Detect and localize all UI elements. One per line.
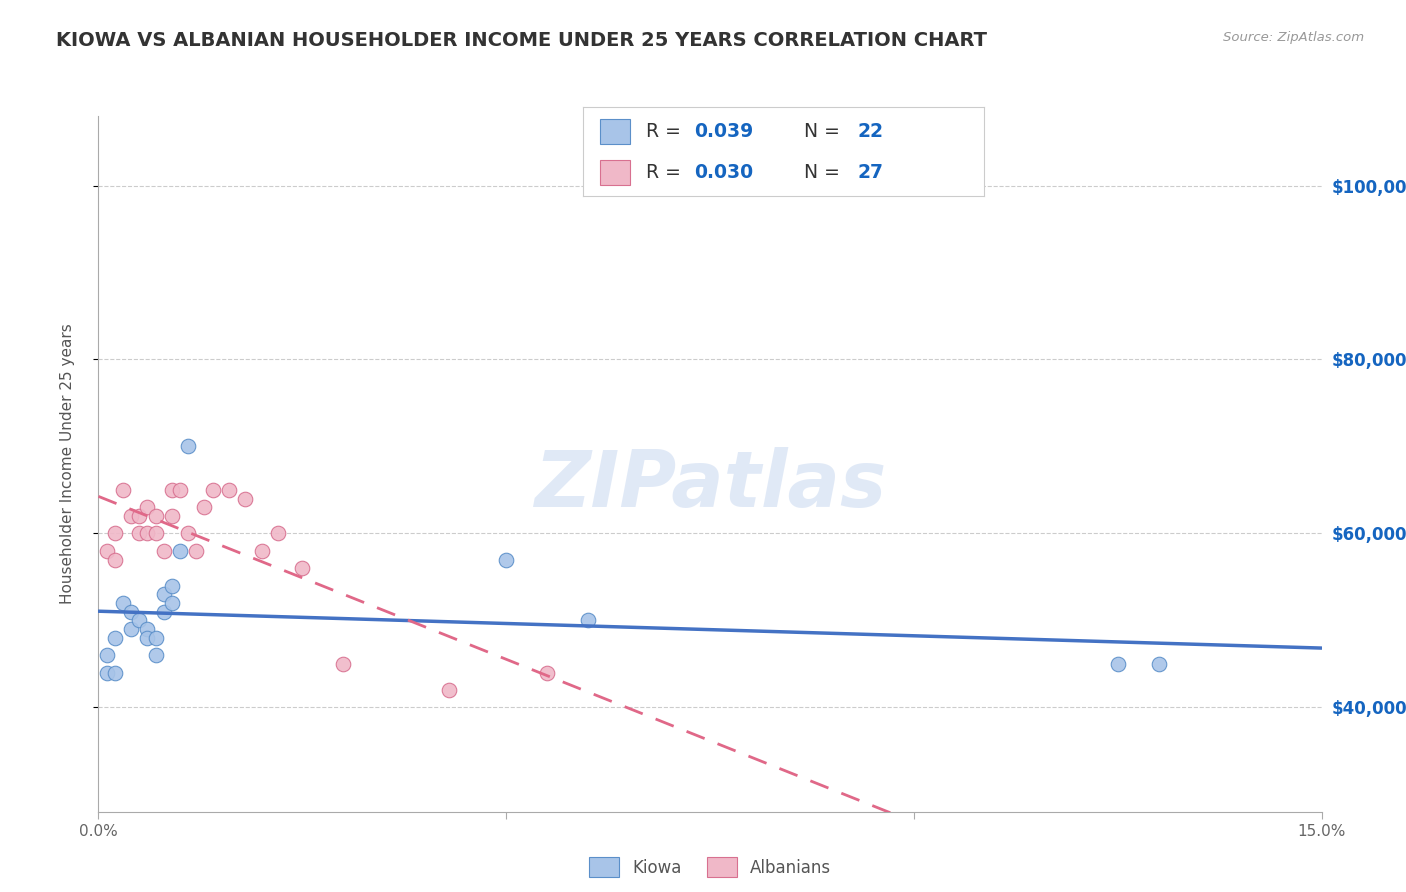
Text: KIOWA VS ALBANIAN HOUSEHOLDER INCOME UNDER 25 YEARS CORRELATION CHART: KIOWA VS ALBANIAN HOUSEHOLDER INCOME UND… [56, 31, 987, 50]
Text: ZIPatlas: ZIPatlas [534, 447, 886, 523]
Point [152, 587, 174, 601]
Text: N =: N = [804, 162, 846, 182]
Point [177, 440, 200, 454]
Point [104, 526, 127, 541]
Point [145, 648, 167, 662]
Point [136, 500, 159, 515]
Point [136, 622, 159, 636]
Text: R =: R = [645, 121, 686, 141]
Point [104, 552, 127, 566]
Point [111, 596, 134, 610]
FancyBboxPatch shape [599, 119, 630, 144]
Point [96, 648, 118, 662]
Point [160, 579, 183, 593]
Point [233, 491, 256, 506]
Point [536, 665, 558, 680]
Point [152, 605, 174, 619]
Point [177, 526, 200, 541]
Point [96, 544, 118, 558]
Point [96, 665, 118, 680]
Point [1147, 657, 1170, 671]
Point [136, 526, 159, 541]
Point [136, 631, 159, 645]
Point [160, 483, 183, 497]
Point [218, 483, 240, 497]
Point [291, 561, 314, 575]
Point [437, 683, 460, 698]
Point [111, 483, 134, 497]
Point [120, 508, 142, 523]
Point [201, 483, 224, 497]
Point [169, 544, 191, 558]
Point [145, 508, 167, 523]
Point [128, 508, 150, 523]
Text: N =: N = [804, 121, 846, 141]
Point [160, 508, 183, 523]
Point [169, 483, 191, 497]
Point [145, 526, 167, 541]
Text: 0.039: 0.039 [693, 121, 754, 141]
Point [120, 605, 142, 619]
Point [120, 622, 142, 636]
Point [1107, 657, 1129, 671]
Text: 27: 27 [858, 162, 884, 182]
Point [104, 631, 127, 645]
Text: 22: 22 [858, 121, 884, 141]
Point [495, 552, 517, 566]
Text: R =: R = [645, 162, 686, 182]
Point [332, 657, 354, 671]
Point [193, 500, 215, 515]
Point [160, 596, 183, 610]
Text: Source: ZipAtlas.com: Source: ZipAtlas.com [1223, 31, 1364, 45]
Point [576, 614, 599, 628]
Legend: Kiowa, Albanians: Kiowa, Albanians [582, 851, 838, 883]
Point [152, 544, 174, 558]
Point [128, 526, 150, 541]
FancyBboxPatch shape [599, 160, 630, 185]
Point [267, 526, 290, 541]
Y-axis label: Householder Income Under 25 years: Householder Income Under 25 years [60, 324, 75, 604]
Point [128, 614, 150, 628]
Point [145, 631, 167, 645]
Point [186, 544, 208, 558]
Text: 0.030: 0.030 [693, 162, 752, 182]
Point [250, 544, 273, 558]
Point [104, 665, 127, 680]
